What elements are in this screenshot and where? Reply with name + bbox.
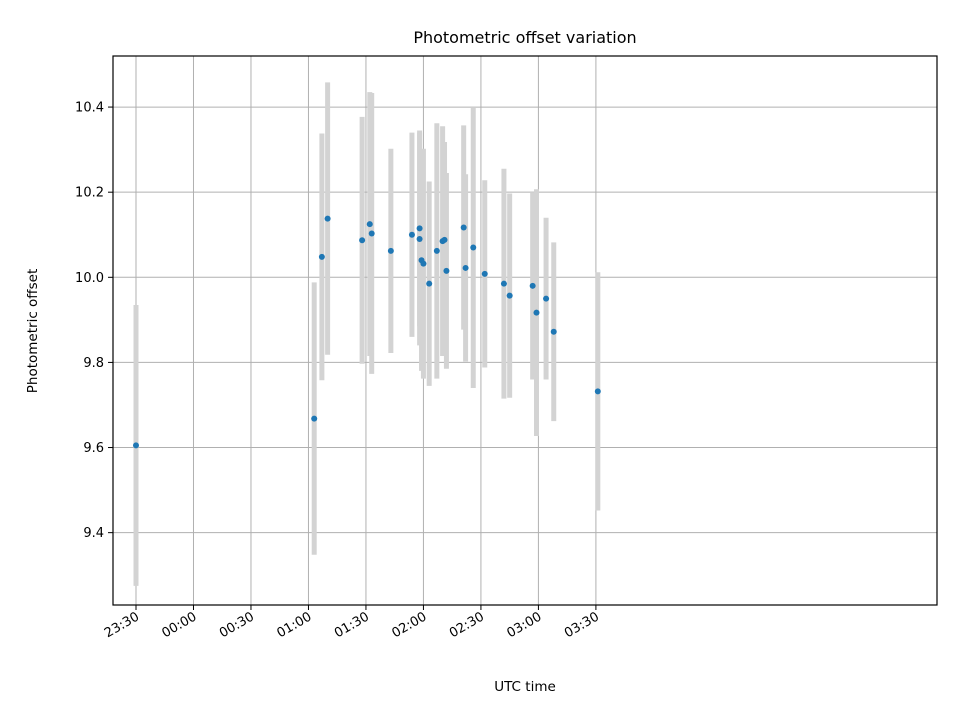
data-point bbox=[470, 244, 477, 251]
plot-frame bbox=[112, 55, 938, 606]
data-point bbox=[368, 230, 375, 237]
data-point bbox=[550, 328, 557, 335]
data-point bbox=[506, 292, 513, 299]
data-point bbox=[533, 309, 540, 316]
y-tick-label: 10.0 bbox=[75, 271, 104, 286]
x-tick-label: 00:00 bbox=[160, 609, 200, 641]
data-point bbox=[416, 236, 423, 242]
data-point bbox=[318, 253, 325, 260]
data-point bbox=[594, 388, 601, 395]
data-point bbox=[441, 236, 448, 243]
data-point bbox=[426, 280, 433, 287]
x-axis-label: UTC time bbox=[494, 679, 556, 695]
data-point bbox=[481, 270, 488, 277]
data-point bbox=[408, 231, 415, 238]
x-tick-label: 02:30 bbox=[447, 609, 487, 641]
data-point bbox=[416, 225, 423, 232]
y-tick-label: 9.8 bbox=[83, 356, 104, 371]
data-point bbox=[543, 295, 550, 302]
data-point bbox=[324, 215, 331, 222]
data-point bbox=[460, 224, 467, 231]
data-point bbox=[366, 221, 373, 228]
x-tick-label: 01:30 bbox=[332, 609, 372, 641]
data-point bbox=[500, 280, 507, 287]
x-tick-label: 03:30 bbox=[562, 609, 602, 641]
error-bars bbox=[133, 82, 601, 586]
y-tick-label: 9.4 bbox=[83, 526, 104, 541]
chart-title: Photometric offset variation bbox=[413, 28, 636, 47]
y-tick-label: 10.4 bbox=[75, 101, 104, 116]
data-point bbox=[420, 260, 427, 267]
data-point bbox=[387, 247, 394, 254]
data-point bbox=[529, 282, 536, 289]
data-point bbox=[462, 264, 469, 271]
data-point bbox=[443, 267, 450, 274]
x-tick-label: 00:30 bbox=[217, 609, 257, 641]
data-point bbox=[311, 415, 318, 422]
data-point bbox=[132, 442, 139, 449]
data-point bbox=[359, 237, 366, 244]
x-tick-label: 03:00 bbox=[504, 609, 544, 641]
data-points bbox=[132, 215, 601, 449]
y-tick-label: 9.6 bbox=[83, 441, 104, 456]
x-tick-label: 23:30 bbox=[102, 609, 142, 641]
y-axis-label: Photometric offset bbox=[25, 269, 41, 393]
y-axis-ticks: 9.4 9.6 9.8 10.0 10.2 10.4 bbox=[75, 101, 113, 541]
data-point bbox=[433, 247, 440, 254]
x-tick-label: 02:00 bbox=[389, 609, 429, 641]
y-tick-label: 10.2 bbox=[75, 186, 104, 201]
x-tick-label: 01:00 bbox=[275, 609, 315, 641]
x-axis-ticks: 23:30 00:00 00:30 01:00 01:30 02:00 02:30 03:00… bbox=[102, 605, 602, 641]
grid bbox=[113, 56, 937, 605]
